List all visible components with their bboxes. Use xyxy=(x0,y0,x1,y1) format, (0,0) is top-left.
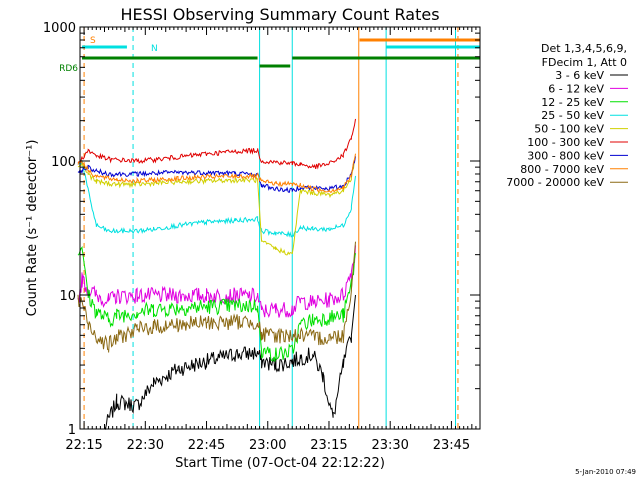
legend-label-7000-20000-kev: 7000 - 20000 keV xyxy=(506,176,604,189)
x-tick-label-22-30: 22:30 xyxy=(127,438,164,453)
chart-title: HESSI Observing Summary Count Rates xyxy=(120,5,439,24)
legend-label-300-800-kev: 300 - 800 keV xyxy=(527,149,604,162)
x-tick-label-22-45: 22:45 xyxy=(188,438,225,453)
series-layer xyxy=(77,118,356,431)
legend-label-50-100-kev: 50 - 100 keV xyxy=(534,123,604,136)
series-50-100-kev xyxy=(77,156,356,256)
legend: Det 1,3,4,5,6,9, FDecim 1, Att 0 3 - 6 k… xyxy=(506,42,628,189)
legend-label-800-7000-kev: 800 - 7000 keV xyxy=(520,163,604,176)
series-3-6-kev xyxy=(104,294,356,431)
x-tick-label-23-15: 23:15 xyxy=(310,438,347,453)
plot-frame xyxy=(79,26,481,430)
series-12-25-kev xyxy=(77,246,356,362)
series-300-800-kev xyxy=(77,156,356,194)
x-tick-label-23-00: 23:00 xyxy=(249,438,286,453)
flag-label-n: N xyxy=(151,44,158,54)
axis-ticks xyxy=(79,26,481,430)
legend-label-6-12-kev: 6 - 12 keV xyxy=(548,82,604,95)
y-tick-label-1: 1 xyxy=(68,423,76,438)
series-25-50-kev xyxy=(77,160,356,238)
series-100-300-kev xyxy=(77,118,356,170)
legend-label-12-25-kev: 12 - 25 keV xyxy=(541,96,604,109)
flag-label-rd6: RD6 xyxy=(59,64,78,74)
y-tick-labels: 1 10 100 1000 xyxy=(43,21,76,438)
footer-timestamp: 5-Jan-2010 07:49 xyxy=(575,468,636,476)
series-800-7000-kev xyxy=(77,153,356,194)
x-tick-labels: 22:15 22:30 22:45 23:00 23:15 23:30 23:45 xyxy=(65,438,470,453)
y-tick-label-100: 100 xyxy=(51,155,76,170)
legend-label-3-6-kev: 3 - 6 keV xyxy=(555,69,604,82)
flag-labels: S N RD6 xyxy=(59,36,158,74)
vertical-markers xyxy=(79,27,459,429)
legend-label-25-50-kev: 25 - 50 keV xyxy=(541,109,604,122)
x-tick-label-23-30: 23:30 xyxy=(371,438,408,453)
y-axis-label: Count Rate (s⁻¹ detector⁻¹) xyxy=(25,140,40,317)
series-7000-20000-kev xyxy=(77,241,356,353)
x-axis-label: Start Time (07-Oct-04 22:12:22) xyxy=(175,456,385,471)
x-tick-label-22-15: 22:15 xyxy=(65,438,102,453)
x-tick-label-23-45: 23:45 xyxy=(433,438,470,453)
flag-bars xyxy=(82,38,480,68)
y-tick-label-1000: 1000 xyxy=(43,21,76,36)
y-tick-label-10: 10 xyxy=(59,289,76,304)
series-6-12-kev xyxy=(77,245,356,319)
legend-label-100-300-kev: 100 - 300 keV xyxy=(527,136,604,149)
legend-header-line-1: Det 1,3,4,5,6,9, xyxy=(541,42,627,55)
legend-header-line-2: FDecim 1, Att 0 xyxy=(542,56,627,69)
flag-label-s: S xyxy=(90,36,96,46)
